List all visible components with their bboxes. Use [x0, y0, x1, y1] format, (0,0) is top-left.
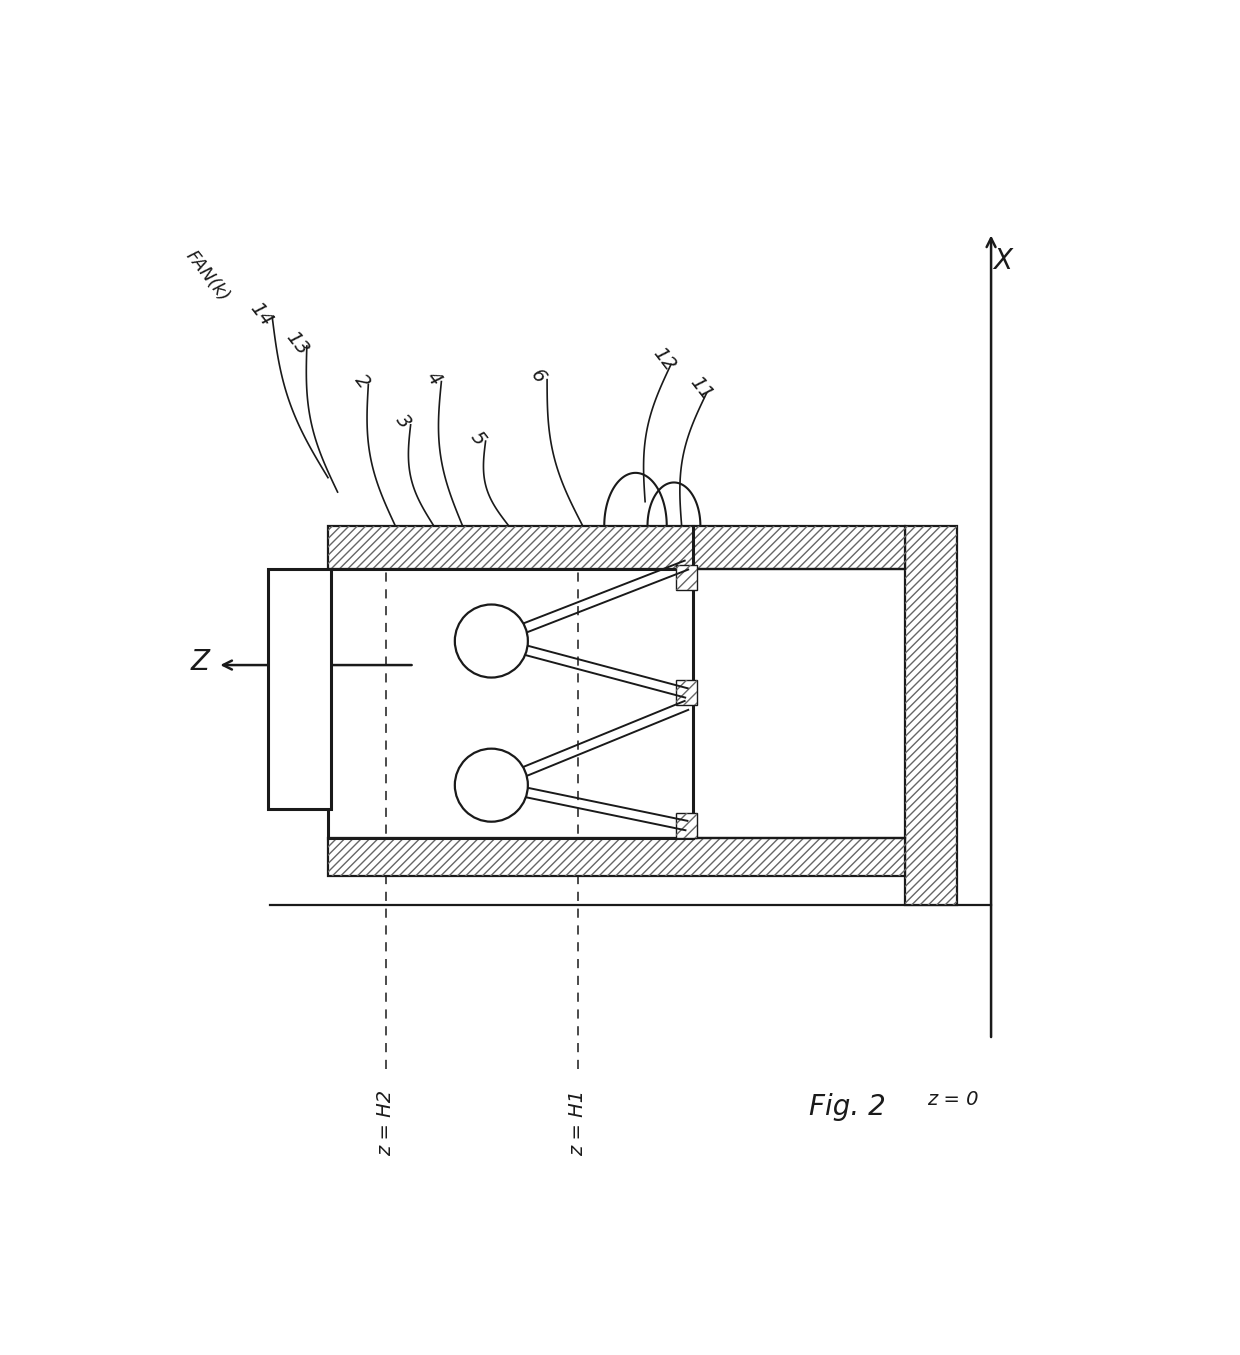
Text: Fig. 2: Fig. 2 — [808, 1093, 885, 1121]
Circle shape — [455, 749, 528, 821]
Bar — [676, 680, 697, 706]
Text: 2: 2 — [351, 371, 373, 393]
Bar — [327, 837, 905, 877]
Bar — [676, 813, 697, 837]
Circle shape — [455, 604, 528, 678]
Text: 4: 4 — [423, 369, 445, 389]
Text: 13: 13 — [283, 328, 312, 359]
Text: X: X — [993, 248, 1012, 275]
Bar — [327, 526, 905, 569]
Bar — [268, 569, 331, 809]
Text: 14: 14 — [246, 298, 275, 329]
Bar — [327, 837, 905, 877]
Text: z = H2: z = H2 — [376, 1089, 396, 1156]
Bar — [676, 565, 697, 589]
Text: 3: 3 — [392, 411, 414, 432]
Text: Z: Z — [191, 648, 210, 676]
Text: z = 0: z = 0 — [926, 1089, 978, 1108]
Text: 5: 5 — [466, 428, 490, 449]
Bar — [905, 526, 957, 905]
Text: 11: 11 — [686, 373, 715, 404]
Bar — [905, 526, 957, 905]
Bar — [327, 526, 905, 569]
Text: 6: 6 — [526, 366, 549, 388]
Text: z = H1: z = H1 — [568, 1089, 588, 1156]
Bar — [676, 565, 697, 589]
Text: 12: 12 — [650, 344, 680, 375]
Text: FAN(k): FAN(k) — [182, 247, 233, 305]
Bar — [676, 680, 697, 706]
Bar — [676, 813, 697, 837]
